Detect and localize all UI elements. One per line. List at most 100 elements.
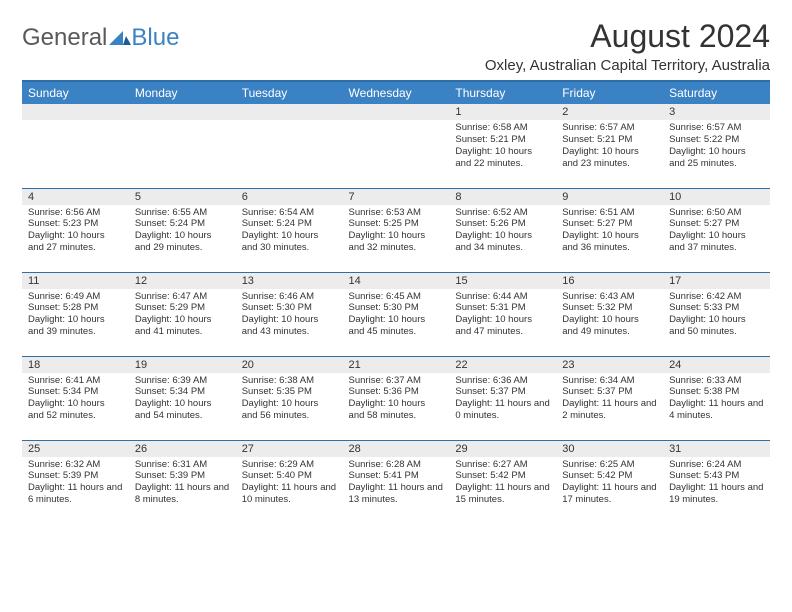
calendar-day-cell: 27Sunrise: 6:29 AMSunset: 5:40 PMDayligh… [236, 440, 343, 524]
daylight-text: Daylight: 10 hours and 43 minutes. [242, 314, 337, 338]
sunrise-text: Sunrise: 6:57 AM [669, 122, 764, 134]
logo-word-2: Blue [131, 24, 179, 52]
daylight-text: Daylight: 10 hours and 47 minutes. [455, 314, 550, 338]
sunset-text: Sunset: 5:34 PM [135, 386, 230, 398]
sunrise-text: Sunrise: 6:47 AM [135, 291, 230, 303]
day-number: 8 [449, 189, 556, 205]
day-number: 21 [343, 357, 450, 373]
calendar-day-cell: 9Sunrise: 6:51 AMSunset: 5:27 PMDaylight… [556, 188, 663, 272]
day-header: Friday [556, 81, 663, 104]
day-number: 24 [663, 357, 770, 373]
calendar-day-cell: 4Sunrise: 6:56 AMSunset: 5:23 PMDaylight… [22, 188, 129, 272]
day-details: Sunrise: 6:53 AMSunset: 5:25 PMDaylight:… [343, 205, 450, 259]
sunset-text: Sunset: 5:41 PM [349, 470, 444, 482]
sunset-text: Sunset: 5:43 PM [669, 470, 764, 482]
sunrise-text: Sunrise: 6:27 AM [455, 459, 550, 471]
daylight-text: Daylight: 10 hours and 34 minutes. [455, 230, 550, 254]
sunrise-text: Sunrise: 6:36 AM [455, 375, 550, 387]
daylight-text: Daylight: 11 hours and 2 minutes. [562, 398, 657, 422]
sunset-text: Sunset: 5:39 PM [28, 470, 123, 482]
day-number: 27 [236, 441, 343, 457]
sunrise-text: Sunrise: 6:24 AM [669, 459, 764, 471]
calendar-day-cell [129, 104, 236, 188]
logo: General Blue [22, 24, 179, 52]
day-number: 18 [22, 357, 129, 373]
day-header: Sunday [22, 81, 129, 104]
daylight-text: Daylight: 10 hours and 30 minutes. [242, 230, 337, 254]
day-details: Sunrise: 6:24 AMSunset: 5:43 PMDaylight:… [663, 457, 770, 511]
sunrise-text: Sunrise: 6:31 AM [135, 459, 230, 471]
day-details: Sunrise: 6:29 AMSunset: 5:40 PMDaylight:… [236, 457, 343, 511]
sunset-text: Sunset: 5:29 PM [135, 302, 230, 314]
logo-word-1: General [22, 24, 107, 52]
day-details: Sunrise: 6:52 AMSunset: 5:26 PMDaylight:… [449, 205, 556, 259]
sunrise-text: Sunrise: 6:28 AM [349, 459, 444, 471]
daylight-text: Daylight: 11 hours and 0 minutes. [455, 398, 550, 422]
daylight-text: Daylight: 11 hours and 8 minutes. [135, 482, 230, 506]
day-details: Sunrise: 6:34 AMSunset: 5:37 PMDaylight:… [556, 373, 663, 427]
sunset-text: Sunset: 5:37 PM [455, 386, 550, 398]
calendar-day-cell: 12Sunrise: 6:47 AMSunset: 5:29 PMDayligh… [129, 272, 236, 356]
sunset-text: Sunset: 5:28 PM [28, 302, 123, 314]
day-details: Sunrise: 6:57 AMSunset: 5:22 PMDaylight:… [663, 120, 770, 174]
calendar-day-cell: 21Sunrise: 6:37 AMSunset: 5:36 PMDayligh… [343, 356, 450, 440]
sunrise-text: Sunrise: 6:43 AM [562, 291, 657, 303]
sunset-text: Sunset: 5:21 PM [455, 134, 550, 146]
day-details: Sunrise: 6:56 AMSunset: 5:23 PMDaylight:… [22, 205, 129, 259]
calendar-day-cell: 19Sunrise: 6:39 AMSunset: 5:34 PMDayligh… [129, 356, 236, 440]
day-number: 17 [663, 273, 770, 289]
day-details: Sunrise: 6:38 AMSunset: 5:35 PMDaylight:… [236, 373, 343, 427]
calendar-day-cell: 16Sunrise: 6:43 AMSunset: 5:32 PMDayligh… [556, 272, 663, 356]
sunset-text: Sunset: 5:30 PM [242, 302, 337, 314]
day-details: Sunrise: 6:33 AMSunset: 5:38 PMDaylight:… [663, 373, 770, 427]
calendar-day-cell: 23Sunrise: 6:34 AMSunset: 5:37 PMDayligh… [556, 356, 663, 440]
daylight-text: Daylight: 11 hours and 13 minutes. [349, 482, 444, 506]
calendar-day-cell: 24Sunrise: 6:33 AMSunset: 5:38 PMDayligh… [663, 356, 770, 440]
day-details: Sunrise: 6:44 AMSunset: 5:31 PMDaylight:… [449, 289, 556, 343]
sunrise-text: Sunrise: 6:37 AM [349, 375, 444, 387]
day-header: Wednesday [343, 81, 450, 104]
sunset-text: Sunset: 5:24 PM [242, 218, 337, 230]
day-number: 23 [556, 357, 663, 373]
day-number: 22 [449, 357, 556, 373]
day-details: Sunrise: 6:54 AMSunset: 5:24 PMDaylight:… [236, 205, 343, 259]
calendar-day-cell: 6Sunrise: 6:54 AMSunset: 5:24 PMDaylight… [236, 188, 343, 272]
daylight-text: Daylight: 10 hours and 54 minutes. [135, 398, 230, 422]
day-details: Sunrise: 6:55 AMSunset: 5:24 PMDaylight:… [129, 205, 236, 259]
daylight-text: Daylight: 10 hours and 41 minutes. [135, 314, 230, 338]
calendar-week-row: 1Sunrise: 6:58 AMSunset: 5:21 PMDaylight… [22, 104, 770, 188]
daylight-text: Daylight: 10 hours and 36 minutes. [562, 230, 657, 254]
daylight-text: Daylight: 11 hours and 19 minutes. [669, 482, 764, 506]
daylight-text: Daylight: 10 hours and 29 minutes. [135, 230, 230, 254]
day-details: Sunrise: 6:45 AMSunset: 5:30 PMDaylight:… [343, 289, 450, 343]
day-number: 11 [22, 273, 129, 289]
calendar-day-cell: 11Sunrise: 6:49 AMSunset: 5:28 PMDayligh… [22, 272, 129, 356]
calendar-day-cell: 7Sunrise: 6:53 AMSunset: 5:25 PMDaylight… [343, 188, 450, 272]
sunset-text: Sunset: 5:33 PM [669, 302, 764, 314]
calendar-day-cell: 31Sunrise: 6:24 AMSunset: 5:43 PMDayligh… [663, 440, 770, 524]
daylight-text: Daylight: 10 hours and 39 minutes. [28, 314, 123, 338]
day-header: Saturday [663, 81, 770, 104]
page-subtitle: Oxley, Australian Capital Territory, Aus… [485, 57, 770, 74]
sunrise-text: Sunrise: 6:45 AM [349, 291, 444, 303]
sunrise-text: Sunrise: 6:58 AM [455, 122, 550, 134]
sunrise-text: Sunrise: 6:33 AM [669, 375, 764, 387]
day-details: Sunrise: 6:28 AMSunset: 5:41 PMDaylight:… [343, 457, 450, 511]
calendar-week-row: 11Sunrise: 6:49 AMSunset: 5:28 PMDayligh… [22, 272, 770, 356]
day-number: 26 [129, 441, 236, 457]
sunset-text: Sunset: 5:42 PM [562, 470, 657, 482]
header: General Blue August 2024 Oxley, Australi… [22, 18, 770, 74]
sunrise-text: Sunrise: 6:44 AM [455, 291, 550, 303]
sunset-text: Sunset: 5:21 PM [562, 134, 657, 146]
sunrise-text: Sunrise: 6:54 AM [242, 207, 337, 219]
day-number: 9 [556, 189, 663, 205]
sunset-text: Sunset: 5:40 PM [242, 470, 337, 482]
calendar-day-cell: 2Sunrise: 6:57 AMSunset: 5:21 PMDaylight… [556, 104, 663, 188]
sunrise-text: Sunrise: 6:42 AM [669, 291, 764, 303]
calendar-day-cell: 18Sunrise: 6:41 AMSunset: 5:34 PMDayligh… [22, 356, 129, 440]
day-details: Sunrise: 6:51 AMSunset: 5:27 PMDaylight:… [556, 205, 663, 259]
sunrise-text: Sunrise: 6:46 AM [242, 291, 337, 303]
day-details: Sunrise: 6:37 AMSunset: 5:36 PMDaylight:… [343, 373, 450, 427]
calendar-day-cell: 28Sunrise: 6:28 AMSunset: 5:41 PMDayligh… [343, 440, 450, 524]
day-header: Thursday [449, 81, 556, 104]
